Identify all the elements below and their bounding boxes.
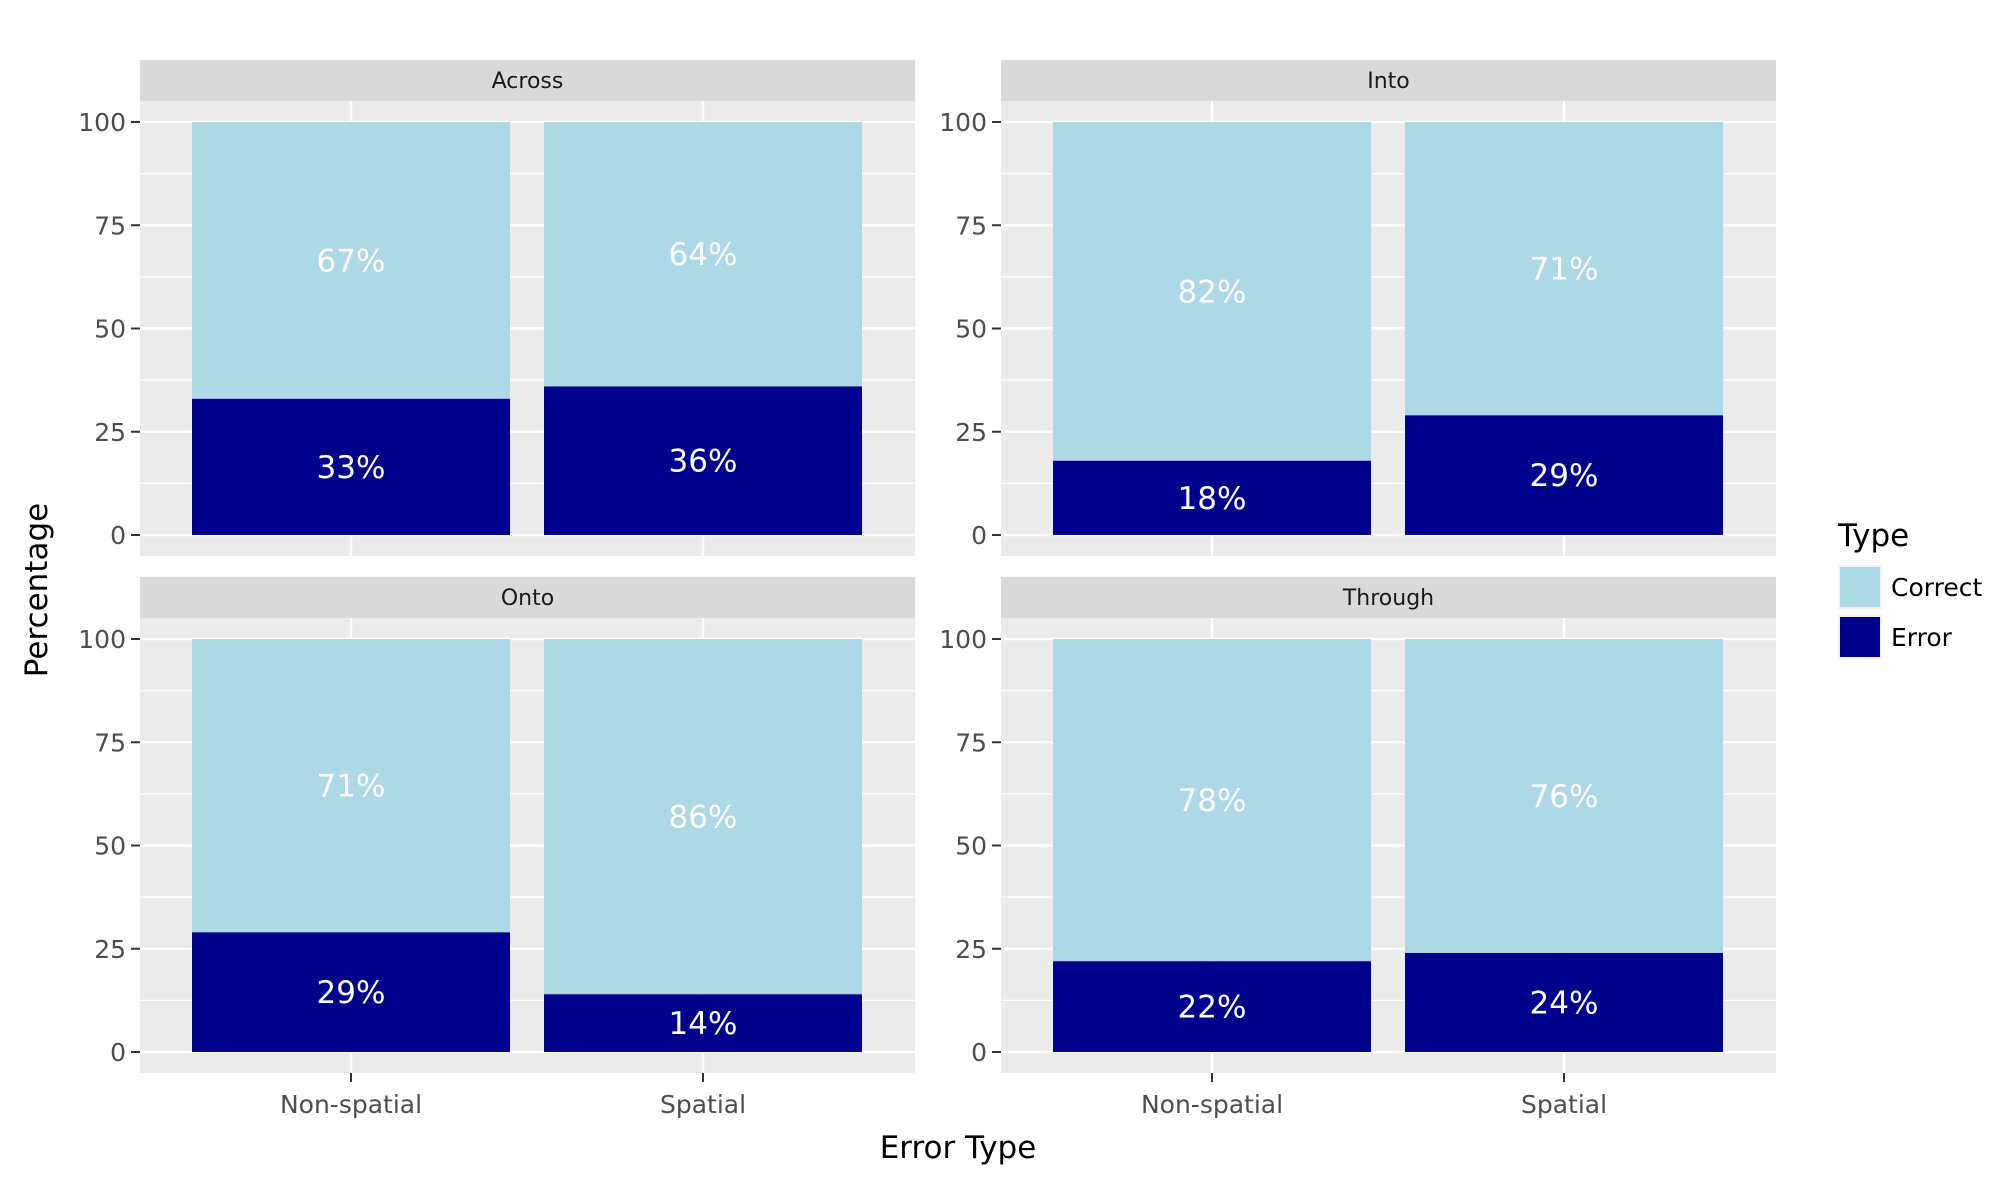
y-tick-label: 100 <box>939 625 987 654</box>
bar-data-label: 82% <box>1178 274 1247 310</box>
y-tick-label: 0 <box>971 1038 987 1067</box>
y-tick-label: 25 <box>955 418 987 447</box>
legend-label-error: Error <box>1891 623 1953 652</box>
legend-swatch-error <box>1840 617 1880 657</box>
y-tick-label: 100 <box>939 108 987 137</box>
bar-error <box>1053 961 1371 1052</box>
facet-strip-label: Onto <box>501 586 554 611</box>
x-tick-label: Non-spatial <box>280 1090 422 1119</box>
bar-data-label: 29% <box>1530 458 1599 494</box>
bar-correct <box>1405 122 1723 416</box>
y-tick-label: 75 <box>955 211 987 240</box>
y-axis-title: Percentage <box>19 503 55 677</box>
bar-data-label: 18% <box>1178 481 1247 517</box>
bar-correct <box>1053 639 1371 962</box>
bar-correct <box>1405 639 1723 953</box>
bar-error <box>192 398 510 535</box>
legend-swatch-correct <box>1840 567 1880 607</box>
bar-data-label: 14% <box>669 1006 738 1042</box>
bar-data-label: 24% <box>1530 985 1599 1021</box>
bar-data-label: 71% <box>1530 252 1599 288</box>
y-tick-label: 0 <box>971 521 987 550</box>
facet-strip <box>1001 60 1776 101</box>
y-tick-label: 50 <box>955 832 987 861</box>
y-tick-label: 50 <box>94 315 126 344</box>
y-tick-label: 0 <box>110 521 126 550</box>
bar-error <box>192 932 510 1052</box>
y-tick-label: 50 <box>94 832 126 861</box>
bar-error <box>1405 415 1723 535</box>
x-tick-label: Spatial <box>1521 1090 1607 1119</box>
facet-strip-label: Through <box>1342 586 1434 611</box>
y-tick-label: 75 <box>94 211 126 240</box>
facet-strip-label: Into <box>1367 69 1410 94</box>
x-tick-label: Spatial <box>660 1090 746 1119</box>
y-tick-label: 25 <box>94 935 126 964</box>
legend: Correct Error <box>1838 565 1982 659</box>
facet-panel-through: Through 0 25 50 75 100 22% 78% 24% 76% Non-spatial… <box>939 577 1776 1119</box>
bar-data-label: 22% <box>1178 990 1247 1026</box>
bar-correct <box>1053 122 1371 461</box>
bar-data-label: 67% <box>317 243 386 279</box>
legend-title: Type <box>1837 518 1909 554</box>
y-tick-label: 100 <box>78 108 126 137</box>
bar-data-label: 29% <box>317 975 386 1011</box>
bar-correct <box>192 639 510 933</box>
facet-strip <box>140 60 915 101</box>
bar-correct <box>544 639 862 995</box>
bar-data-label: 71% <box>317 769 386 805</box>
y-tick-label: 100 <box>78 625 126 654</box>
facet-strip-label: Across <box>492 69 564 94</box>
facet-panel-into: Into 0 25 50 75 100 18% 82% 29% 71% <box>939 60 1776 556</box>
y-tick-label: 75 <box>94 728 126 757</box>
bar-data-label: 86% <box>669 800 738 836</box>
facet-panel-onto: Onto 0 25 50 75 100 29% 71% 14% 86% Non-spatial Spa… <box>78 577 915 1119</box>
bar-data-label: 76% <box>1530 779 1599 815</box>
facet-strip <box>1001 577 1776 618</box>
bar-data-label: 36% <box>669 444 738 480</box>
bar-error <box>1405 952 1723 1052</box>
bar-correct <box>192 122 510 399</box>
y-tick-label: 75 <box>955 728 987 757</box>
bar-error <box>544 994 862 1052</box>
facet-panel-across: Across 0 25 50 75 100 33% 67% 36% 64% <box>78 60 915 556</box>
y-tick-label: 0 <box>110 1038 126 1067</box>
bar-correct <box>544 122 862 387</box>
x-axis-title: Error Type <box>880 1130 1037 1166</box>
bar-data-label: 64% <box>669 237 738 273</box>
legend-label-correct: Correct <box>1891 573 1982 602</box>
bar-error <box>544 386 862 535</box>
x-tick-label: Non-spatial <box>1141 1090 1283 1119</box>
facet-strip <box>140 577 915 618</box>
bar-error <box>1053 460 1371 535</box>
y-tick-label: 50 <box>955 315 987 344</box>
y-tick-label: 25 <box>955 935 987 964</box>
bar-data-label: 33% <box>317 450 386 486</box>
bar-data-label: 78% <box>1178 783 1247 819</box>
y-tick-label: 25 <box>94 418 126 447</box>
